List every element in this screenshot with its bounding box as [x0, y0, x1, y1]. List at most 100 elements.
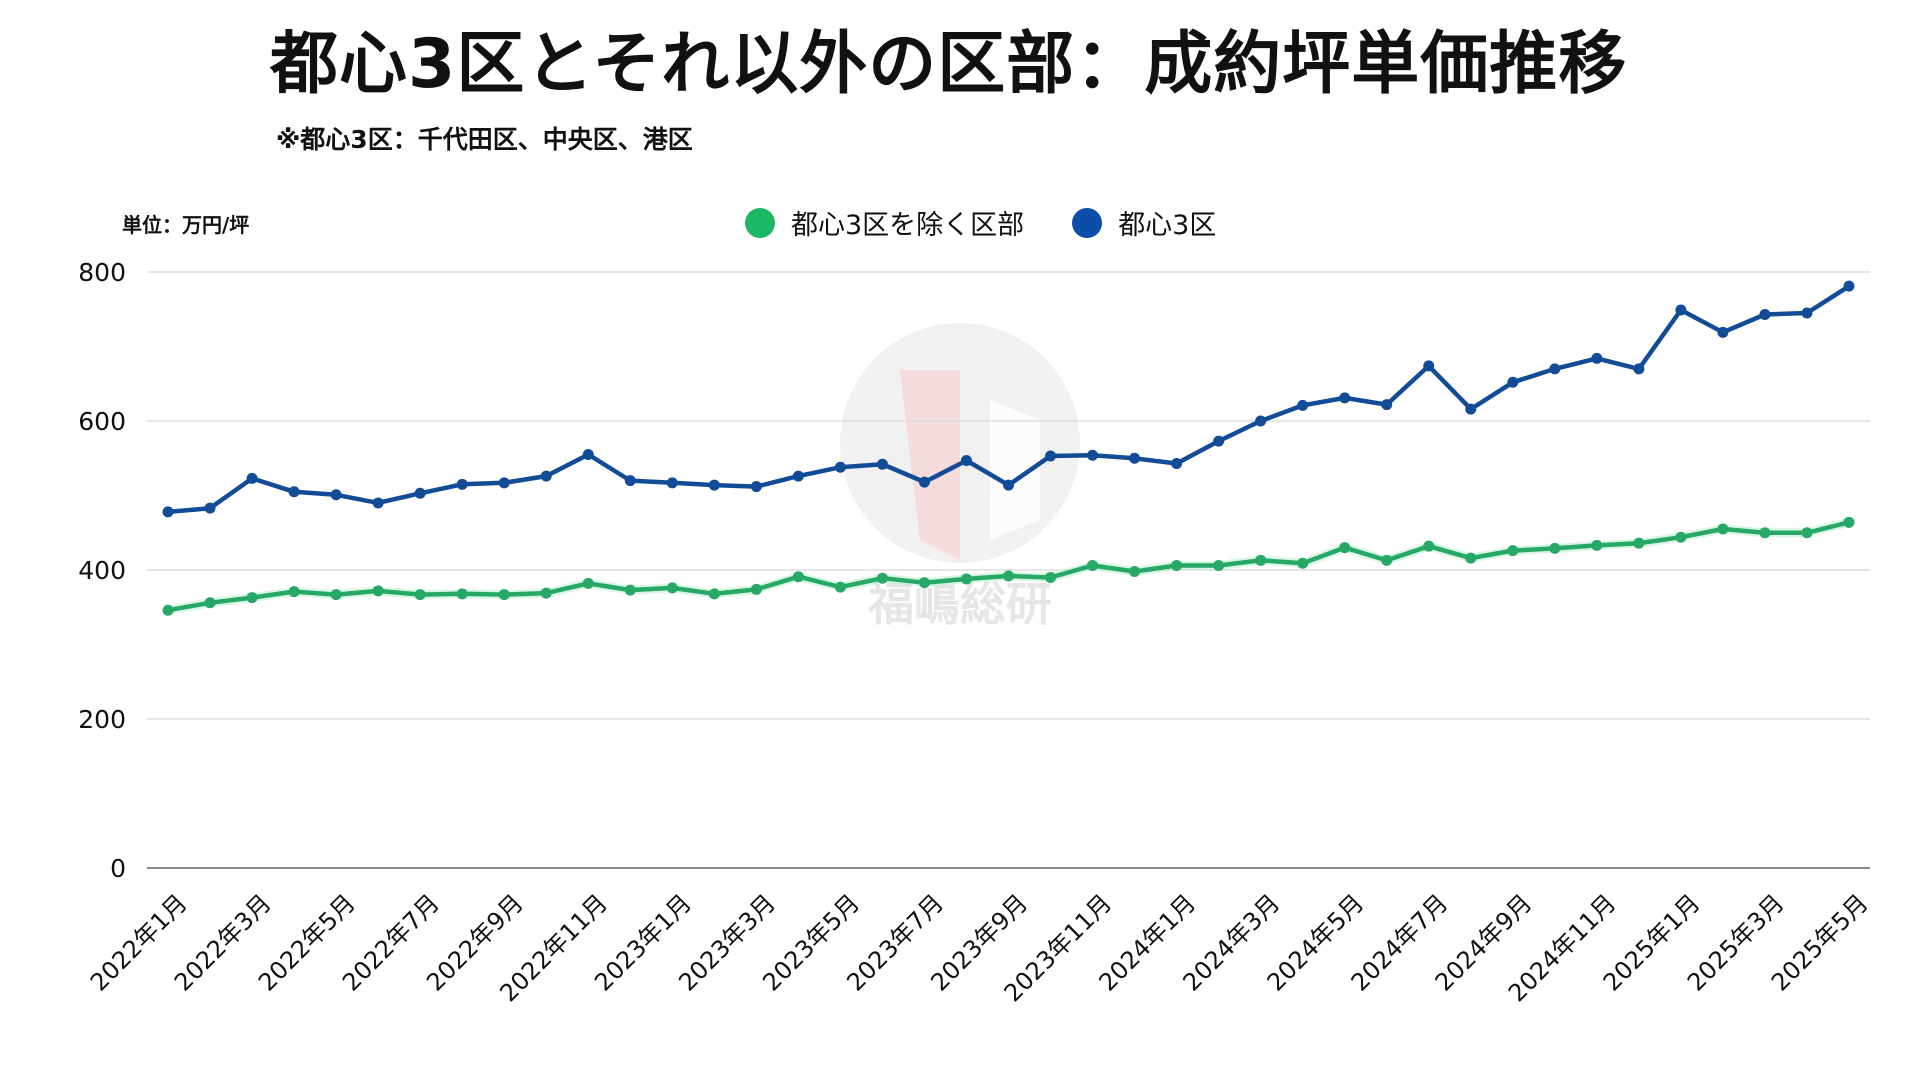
data-point[interactable]	[372, 585, 384, 597]
data-point[interactable]	[1465, 403, 1477, 415]
data-point[interactable]	[1171, 457, 1183, 469]
data-point[interactable]	[1549, 542, 1561, 554]
data-point[interactable]	[204, 597, 216, 609]
data-point[interactable]	[1549, 363, 1561, 375]
y-tick-label: 600	[78, 407, 126, 436]
data-point[interactable]	[246, 592, 258, 604]
data-point[interactable]	[1675, 531, 1687, 543]
data-point[interactable]	[1171, 560, 1183, 572]
legend-green-dot-icon	[745, 207, 775, 238]
data-point[interactable]	[582, 449, 594, 461]
data-point[interactable]	[750, 583, 762, 595]
data-point[interactable]	[1045, 450, 1057, 462]
data-point[interactable]	[792, 571, 804, 583]
data-point[interactable]	[1759, 308, 1771, 320]
x-axis-ticks: 2022年1月2022年3月2022年5月2022年7月2022年9月2022年…	[85, 889, 1874, 1008]
grid-lines	[147, 271, 1870, 869]
data-point[interactable]	[1591, 352, 1603, 364]
data-point[interactable]	[1591, 539, 1603, 551]
data-point[interactable]	[1633, 537, 1645, 549]
data-point[interactable]	[456, 588, 468, 600]
data-point[interactable]	[372, 497, 384, 509]
data-point[interactable]	[288, 586, 300, 598]
data-point[interactable]	[834, 461, 846, 473]
data-point[interactable]	[330, 589, 342, 601]
data-point[interactable]	[1339, 542, 1351, 554]
data-point[interactable]	[414, 487, 426, 499]
chart-subtitle: ※都心3区：千代田区、中央区、港区	[276, 125, 693, 154]
data-point[interactable]	[1759, 527, 1771, 539]
data-point[interactable]	[834, 581, 846, 593]
data-point[interactable]	[1213, 435, 1225, 447]
data-point[interactable]	[1465, 552, 1477, 564]
data-point[interactable]	[624, 584, 636, 596]
data-point[interactable]	[750, 481, 762, 493]
data-point[interactable]	[1381, 554, 1393, 566]
unit-label: 単位：万円/坪	[122, 213, 250, 237]
data-point[interactable]	[666, 582, 678, 594]
data-point[interactable]	[960, 573, 972, 585]
legend-blue-dot-icon	[1072, 207, 1103, 238]
data-point[interactable]	[1717, 326, 1729, 338]
data-point[interactable]	[1843, 280, 1855, 292]
data-point[interactable]	[792, 470, 804, 482]
data-point[interactable]	[1633, 363, 1645, 375]
data-point[interactable]	[1213, 560, 1225, 572]
series-lines	[162, 280, 1855, 616]
legend-item-other-wards[interactable]: 都心3区を除く区部	[745, 203, 1024, 242]
data-point[interactable]	[1129, 452, 1141, 464]
watermark-logo: 福嶋総研	[840, 323, 1080, 631]
data-point[interactable]	[1801, 307, 1813, 319]
data-point[interactable]	[1381, 399, 1393, 411]
data-point[interactable]	[1843, 516, 1855, 528]
data-point[interactable]	[666, 477, 678, 489]
data-point[interactable]	[1339, 392, 1351, 404]
data-point[interactable]	[540, 470, 552, 482]
data-point[interactable]	[918, 577, 930, 589]
data-point[interactable]	[1045, 571, 1057, 583]
data-point[interactable]	[414, 589, 426, 601]
data-point[interactable]	[876, 572, 888, 584]
data-point[interactable]	[624, 475, 636, 487]
data-point[interactable]	[708, 479, 720, 491]
data-point[interactable]	[162, 506, 174, 518]
y-tick-label: 400	[78, 556, 126, 585]
data-point[interactable]	[1087, 560, 1099, 572]
legend: 都心3区を除く区部 都心3区	[745, 203, 1216, 242]
y-axis-ticks: 0 200 400 600 800	[78, 258, 126, 883]
data-point[interactable]	[1297, 557, 1309, 569]
data-point[interactable]	[1801, 527, 1813, 539]
data-point[interactable]	[1129, 565, 1141, 577]
data-point[interactable]	[288, 486, 300, 498]
chart-title: 都心3区とそれ以外の区部：成約坪単価推移	[270, 25, 1628, 104]
data-point[interactable]	[1423, 360, 1435, 372]
data-point[interactable]	[876, 458, 888, 470]
data-point[interactable]	[1255, 415, 1267, 427]
data-point[interactable]	[918, 476, 930, 488]
data-point[interactable]	[1717, 523, 1729, 535]
data-point[interactable]	[1003, 479, 1014, 491]
data-point[interactable]	[330, 489, 342, 501]
data-point[interactable]	[162, 604, 174, 616]
data-point[interactable]	[1507, 545, 1519, 557]
data-point[interactable]	[246, 472, 258, 484]
data-point[interactable]	[960, 454, 972, 466]
data-point[interactable]	[1297, 399, 1309, 411]
y-tick-label: 200	[78, 705, 126, 734]
data-point[interactable]	[498, 589, 510, 601]
data-point[interactable]	[1675, 304, 1687, 316]
data-point[interactable]	[204, 502, 216, 514]
data-point[interactable]	[1003, 570, 1014, 582]
data-point[interactable]	[540, 587, 552, 599]
data-point[interactable]	[498, 477, 510, 489]
legend-item-central-3-wards[interactable]: 都心3区	[1072, 203, 1216, 242]
data-point[interactable]	[1087, 449, 1099, 461]
data-point[interactable]	[456, 478, 468, 490]
data-point[interactable]	[1255, 554, 1267, 566]
data-point[interactable]	[708, 588, 720, 600]
y-tick-label: 0	[110, 854, 126, 883]
data-point[interactable]	[1423, 540, 1435, 552]
data-point[interactable]	[582, 577, 594, 589]
data-point[interactable]	[1507, 376, 1519, 388]
